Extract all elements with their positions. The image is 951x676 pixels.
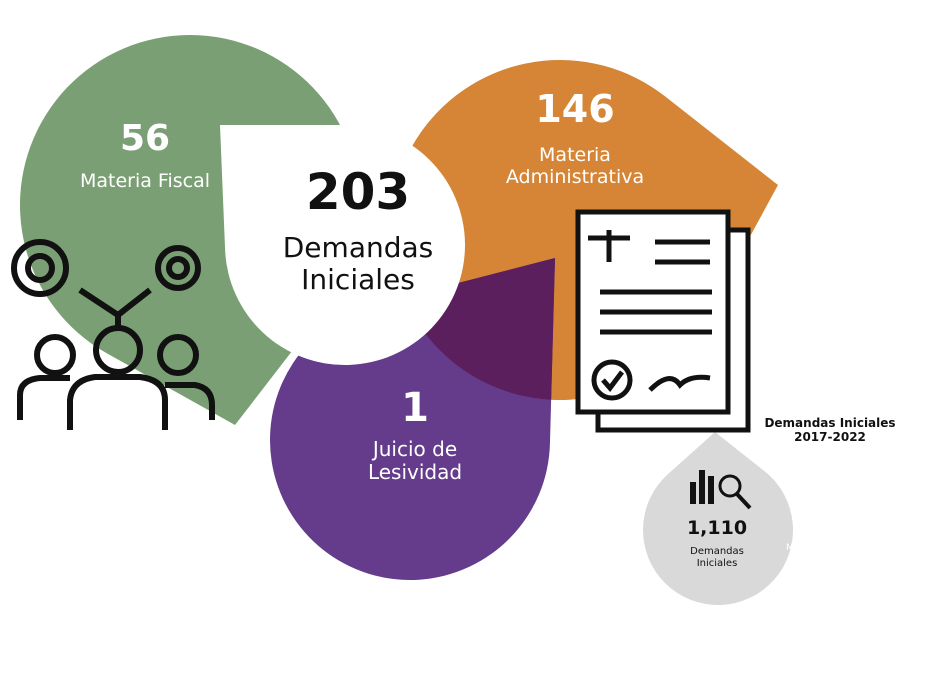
breakdown-label: Otras (786, 653, 926, 663)
summary-total: 1,110 (672, 518, 762, 540)
breakdown-item: 9.36%Separación Injustificada de Policía… (786, 564, 926, 600)
lesividad-label: Juicio de Lesividad (355, 438, 475, 484)
breakdown-item: 53.87%Materia Administrativa (786, 466, 926, 492)
breakdown-percent: 1.44% (786, 637, 856, 653)
fiscal-number: 56 (95, 118, 195, 159)
breakdown-label: Separación Injustificada de Policías (786, 580, 926, 600)
document-icon (578, 212, 748, 430)
administrativa-label: Materia Administrativa (495, 145, 655, 189)
breakdown-item: 0.18%Juicio de lesividad (786, 602, 926, 628)
breakdown-percent: 0.18% (786, 602, 856, 618)
breakdown-percent: 35.04% (786, 528, 856, 544)
breakdown-label: Materia Fiscal (786, 544, 926, 554)
main-number: 203 (288, 164, 428, 222)
summary-title: Demandas Iniciales 2017-2022 (755, 417, 905, 445)
breakdown-percent: 53.87% (786, 466, 856, 482)
fiscal-label: Materia Fiscal (45, 171, 245, 193)
infographic: 56 Materia Fiscal 146 Materia Administra… (0, 0, 951, 676)
breakdown-label: Juicio de lesividad (786, 618, 926, 628)
lesividad-number: 1 (375, 385, 455, 431)
summary-total-label: Demandas Iniciales (680, 546, 754, 569)
breakdown-item: 1.44%Otras (786, 637, 926, 663)
breakdown-percent: 9.36% (786, 564, 856, 580)
breakdown-label: Materia Administrativa (786, 482, 926, 492)
administrativa-number: 146 (515, 88, 635, 132)
main-label: Demandas Iniciales (268, 232, 448, 296)
breakdown-item: 35.04%Materia Fiscal (786, 528, 926, 554)
